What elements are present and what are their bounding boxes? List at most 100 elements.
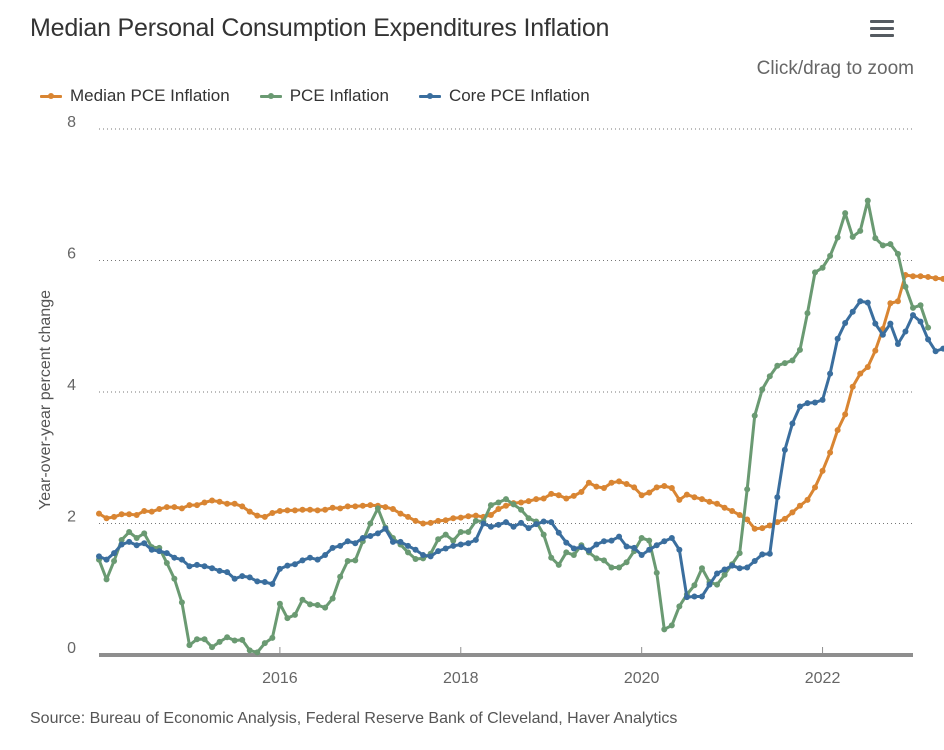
data-point[interactable] <box>518 499 525 506</box>
data-point[interactable] <box>329 504 336 511</box>
data-point[interactable] <box>570 545 577 552</box>
data-point[interactable] <box>585 479 592 486</box>
data-point[interactable] <box>925 336 932 343</box>
data-point[interactable] <box>940 275 944 282</box>
data-point[interactable] <box>834 234 841 241</box>
data-point[interactable] <box>96 510 102 517</box>
data-point[interactable] <box>322 552 329 559</box>
data-point[interactable] <box>827 449 834 456</box>
data-point[interactable] <box>291 561 298 568</box>
data-point[interactable] <box>427 519 434 526</box>
data-point[interactable] <box>284 507 291 514</box>
data-point[interactable] <box>103 556 110 563</box>
data-point[interactable] <box>638 492 645 499</box>
data-point[interactable] <box>359 502 366 509</box>
data-point[interactable] <box>834 335 841 342</box>
data-point[interactable] <box>450 542 457 549</box>
data-point[interactable] <box>781 360 788 367</box>
data-point[interactable] <box>676 546 683 553</box>
data-point[interactable] <box>352 540 359 547</box>
data-point[interactable] <box>872 320 879 327</box>
data-point[interactable] <box>698 593 705 600</box>
data-point[interactable] <box>759 386 766 393</box>
data-point[interactable] <box>405 542 412 549</box>
data-point[interactable] <box>344 503 351 510</box>
data-point[interactable] <box>111 557 118 564</box>
data-point[interactable] <box>834 427 841 434</box>
data-point[interactable] <box>284 615 291 622</box>
data-point[interactable] <box>864 197 871 204</box>
data-point[interactable] <box>819 264 826 271</box>
data-point[interactable] <box>593 541 600 548</box>
data-point[interactable] <box>427 553 434 560</box>
data-point[interactable] <box>623 543 630 550</box>
data-point[interactable] <box>751 557 758 564</box>
data-point[interactable] <box>337 505 344 512</box>
data-point[interactable] <box>714 570 721 577</box>
data-point[interactable] <box>126 529 133 536</box>
data-point[interactable] <box>442 545 449 552</box>
data-point[interactable] <box>254 512 261 519</box>
data-point[interactable] <box>193 636 200 643</box>
data-point[interactable] <box>201 499 208 506</box>
data-point[interactable] <box>706 581 713 588</box>
data-point[interactable] <box>902 328 909 335</box>
data-point[interactable] <box>548 490 555 497</box>
data-point[interactable] <box>472 517 479 524</box>
data-point[interactable] <box>299 506 306 513</box>
data-point[interactable] <box>570 552 577 559</box>
data-point[interactable] <box>879 331 886 338</box>
data-point[interactable] <box>367 502 374 509</box>
data-point[interactable] <box>653 542 660 549</box>
data-point[interactable] <box>487 511 494 518</box>
data-point[interactable] <box>759 551 766 558</box>
data-point[interactable] <box>503 519 509 526</box>
data-point[interactable] <box>141 530 148 537</box>
data-point[interactable] <box>412 546 419 553</box>
data-point[interactable] <box>389 506 396 513</box>
data-point[interactable] <box>593 555 600 562</box>
data-point[interactable] <box>344 538 351 545</box>
data-point[interactable] <box>495 521 502 528</box>
data-point[interactable] <box>156 506 163 513</box>
data-point[interactable] <box>751 525 758 532</box>
data-point[interactable] <box>435 536 442 543</box>
data-point[interactable] <box>163 504 170 511</box>
data-point[interactable] <box>872 347 879 354</box>
data-point[interactable] <box>231 500 238 507</box>
data-point[interactable] <box>879 242 886 249</box>
data-point[interactable] <box>631 544 638 551</box>
data-point[interactable] <box>126 538 133 545</box>
data-point[interactable] <box>608 564 615 571</box>
data-point[interactable] <box>781 446 788 453</box>
data-point[interactable] <box>412 517 419 524</box>
data-point[interactable] <box>269 634 276 641</box>
data-point[interactable] <box>435 517 442 524</box>
data-point[interactable] <box>842 319 849 326</box>
data-point[interactable] <box>600 538 607 545</box>
data-point[interactable] <box>216 567 223 574</box>
data-point[interactable] <box>276 508 283 515</box>
data-point[interactable] <box>698 496 705 503</box>
data-point[interactable] <box>819 396 826 403</box>
data-point[interactable] <box>736 565 743 572</box>
data-point[interactable] <box>729 508 736 515</box>
data-point[interactable] <box>126 511 133 518</box>
data-point[interactable] <box>789 420 796 427</box>
data-point[interactable] <box>178 556 185 563</box>
data-point[interactable] <box>337 542 344 549</box>
data-point[interactable] <box>563 549 570 556</box>
data-point[interactable] <box>766 550 773 557</box>
data-point[interactable] <box>503 496 509 503</box>
data-point[interactable] <box>314 556 321 563</box>
data-point[interactable] <box>382 504 389 511</box>
data-point[interactable] <box>849 308 856 315</box>
data-point[interactable] <box>261 513 268 520</box>
data-point[interactable] <box>676 496 683 503</box>
data-point[interactable] <box>842 411 849 418</box>
data-point[interactable] <box>812 269 819 276</box>
data-point[interactable] <box>759 525 766 532</box>
data-point[interactable] <box>812 399 819 406</box>
data-point[interactable] <box>623 559 630 566</box>
data-point[interactable] <box>495 499 502 506</box>
